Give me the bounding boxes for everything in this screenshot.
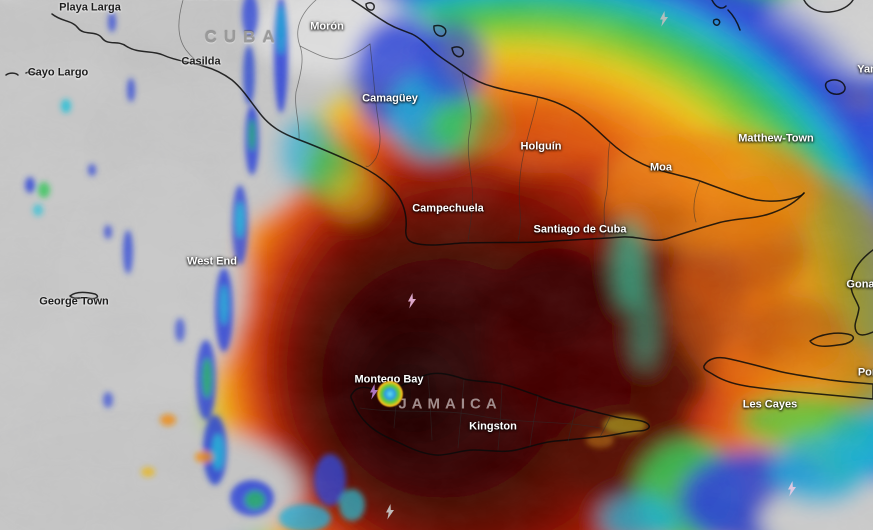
tortuga-island xyxy=(809,332,855,347)
map-label-jamaica: JAMAICA xyxy=(398,395,502,413)
cuba-north-coast xyxy=(351,0,805,202)
great-inagua xyxy=(803,0,854,13)
acklins-fragment xyxy=(711,0,741,31)
haiti-south-peninsula xyxy=(703,356,873,400)
map-label-playa-larga: Playa Larga xyxy=(59,1,121,14)
border-layer xyxy=(178,0,701,451)
hurricane-eye xyxy=(377,381,403,407)
little-inagua xyxy=(824,79,846,95)
grand-cayman xyxy=(69,291,99,300)
map-label-gonai: Gonaï xyxy=(846,278,873,291)
map-label-cayo-largo: Cayo Largo xyxy=(27,66,89,79)
map-label-montego-bay: Montego Bay xyxy=(354,373,424,386)
lightning-icon xyxy=(369,384,380,400)
map-label-holguin: Holguín xyxy=(520,140,562,153)
map-label-moron: Morón xyxy=(310,20,344,33)
map-label-kingston: Kingston xyxy=(469,420,517,433)
lightning-icon xyxy=(787,481,798,497)
coastline-layer xyxy=(5,0,873,456)
map-label-camaguey: Camagüey xyxy=(362,92,418,105)
map-label-campechuela: Campechuela xyxy=(412,202,484,215)
map-label-cuba: CUBA xyxy=(204,27,282,47)
cays-southwest xyxy=(5,71,37,76)
map-label-matthew-town: Matthew-Town xyxy=(738,132,814,145)
map-label-casilda: Casilda xyxy=(181,55,221,68)
map-label-george-town: George Town xyxy=(39,295,109,308)
jamaica-coast xyxy=(350,372,650,456)
map-label-moa: Moa xyxy=(650,161,672,174)
lightning-icon xyxy=(385,504,396,520)
cuba-south-coast xyxy=(51,13,805,246)
map-label-west-end: West End xyxy=(187,255,237,268)
map-label-por: Por xyxy=(857,366,873,379)
lightning-icon xyxy=(659,11,670,27)
map-label-les-cayes: Les Cayes xyxy=(742,398,798,411)
lightning-icon xyxy=(407,293,418,309)
map-label-santiago-de-cuba: Santiago de Cuba xyxy=(533,223,627,236)
cuba-keys xyxy=(365,2,465,58)
map-label-yan: Yan xyxy=(857,63,873,76)
map-label-santa-clara: Santa Clara xyxy=(178,0,239,2)
haiti-northwest xyxy=(850,249,873,336)
